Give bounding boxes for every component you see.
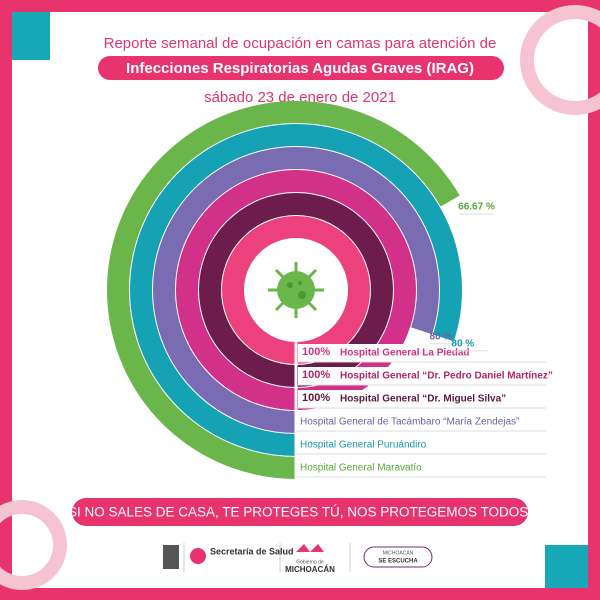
value-label: 100% [302, 392, 330, 404]
label-bg [298, 344, 548, 362]
virus-icon [268, 262, 324, 318]
ring-bar [130, 124, 462, 456]
logo-shield [163, 545, 179, 569]
footer-logos: Secretaría de Salud Gobierno de MICHOACÁ… [163, 543, 433, 574]
slogan-pill [72, 498, 528, 526]
radial-chart: Hospital General La Piedad 100% Hospital G… [107, 101, 553, 479]
date: sábado 23 de enero de 2021 [204, 89, 396, 106]
hospital-name: Hospital General Maravatío [300, 463, 422, 474]
logo-mark [190, 548, 206, 564]
hospital-name: Hospital General de Tacámbaro “María Zen… [300, 417, 519, 428]
subtitle-pill [98, 56, 504, 80]
value-label: 66.67 % [458, 202, 495, 213]
label-bg [298, 459, 548, 477]
hospital-name: Hospital General “Dr. Pedro Daniel Martí… [340, 371, 553, 382]
title: Reporte semanal de ocupación en camas pa… [104, 35, 497, 52]
logo-text: MICHOACÁN [285, 565, 335, 574]
hospital-name: Hospital General Puruándiro [300, 440, 427, 451]
ring-bar [153, 147, 439, 433]
subtitle: Infecciones Respiratorias Agudas Graves … [126, 60, 474, 77]
hospital-name: Hospital General “Dr. Miguel Silva” [340, 394, 506, 405]
value-label: 80 % [451, 339, 474, 350]
logo-mark [296, 544, 324, 552]
value-label: 80 % [430, 331, 453, 342]
label-bg [298, 436, 548, 454]
decor-ring [0, 500, 67, 590]
corner-square [12, 12, 50, 60]
hospital-name: Hospital General La Piedad [340, 348, 469, 359]
slogan: SI NO SALES DE CASA, TE PROTEGES TÚ, NOS… [68, 505, 532, 520]
label-bg [298, 367, 548, 385]
value-label: 100% [302, 369, 330, 381]
logo-pill [363, 546, 433, 568]
value-label: 100% [302, 346, 330, 358]
label-bg [298, 413, 548, 431]
corner-square [545, 545, 588, 588]
logo-text: MICHOACÁN [383, 549, 414, 556]
ring-bar [107, 101, 460, 479]
label-bg [298, 390, 548, 408]
logo-text: Secretaría de Salud [210, 546, 294, 556]
decor-ring [520, 5, 600, 115]
logo-text: SE ESCUCHA [378, 559, 418, 565]
logo-text: Gobierno de [296, 559, 324, 565]
